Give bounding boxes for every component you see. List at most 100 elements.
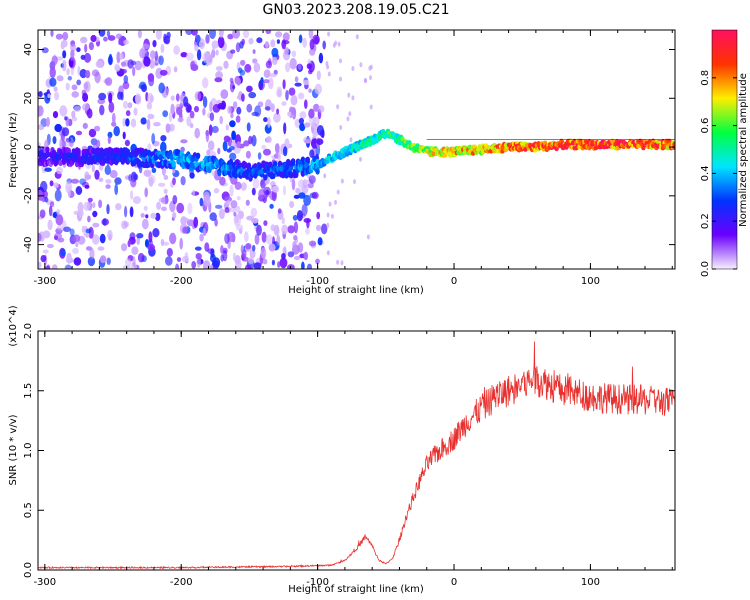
noise-cell [316,70,321,81]
snr-series-line [38,341,675,570]
noise-cell [131,246,139,255]
noise-cell [54,235,58,240]
noise-cell [261,144,267,150]
noise-cell [129,190,134,200]
noise-cell [196,49,202,61]
noise-cell [46,264,51,269]
noise-cell [283,185,286,196]
noise-cell [281,253,286,260]
noise-cell [276,234,281,246]
noise-cell [299,111,307,119]
x-tick-label: -100 [306,276,329,287]
noise-cell [251,111,259,117]
noise-cell [148,231,153,243]
noise-cell [186,104,192,113]
noise-cell [124,258,132,267]
ridge-cell [289,172,294,179]
noise-cell [180,216,187,226]
noise-cell [359,156,362,162]
noise-cell [245,264,252,269]
ridge-cell [268,161,273,168]
noise-cell [235,205,241,213]
noise-cell [62,50,67,59]
noise-cell [269,73,277,78]
colorbar-tick-label: 0.8 [700,70,711,86]
noise-cell [281,39,287,50]
noise-cell [207,248,215,254]
noise-cell [241,38,245,46]
ridge-cell [228,158,234,166]
noise-cell [173,45,180,55]
noise-cell [277,208,282,214]
noise-cell [263,220,268,226]
noise-cell [229,184,234,197]
spectrogram-ylabel: Frequency (Hz) [8,112,19,188]
noise-cell [312,132,318,138]
noise-cell [248,256,254,264]
noise-cell [230,49,236,54]
noise-cell [108,101,115,113]
noise-cell [168,111,173,123]
noise-cell [217,36,225,49]
noise-cell [41,47,49,54]
noise-cell [124,205,128,218]
noise-cell [282,79,286,90]
noise-cell [306,63,313,70]
noise-cell [172,177,176,186]
noise-cell [245,243,252,250]
noise-cell [186,219,195,227]
noise-cell [83,82,89,90]
noise-cell [90,34,97,43]
noise-cell [214,218,218,227]
noise-cell [265,234,273,245]
noise-cell [141,84,147,93]
noise-cell [109,170,118,179]
noise-cell [99,233,106,244]
noise-cell [54,123,62,133]
noise-cell [191,30,198,36]
noise-cell [199,197,204,207]
noise-cell [176,106,183,116]
noise-cell [106,204,110,215]
noise-cell [99,104,105,116]
noise-cell [296,210,303,222]
noise-cell [242,30,250,39]
noise-cell [38,261,42,269]
noise-cell [301,203,308,216]
noise-cell [252,58,258,64]
noise-cell [298,34,303,44]
noise-cell [227,105,232,115]
noise-cell [257,101,264,108]
noise-cell [256,37,263,44]
ridge-cell [290,159,296,167]
noise-cell [211,40,219,49]
spectrogram-xlabel: Height of straight line (km) [288,285,424,296]
ridge-cell [636,143,641,149]
noise-cell [114,183,119,196]
noise-cell [49,180,54,187]
noise-cell [185,52,194,61]
noise-cell [303,251,308,261]
noise-cell [191,261,197,269]
noise-cell [132,66,136,77]
noise-cell [257,152,262,160]
noise-cell [248,91,257,99]
noise-cell [152,40,157,48]
ridge-cell [312,155,317,162]
noise-cell [230,200,238,209]
noise-cell [91,69,100,77]
y-tick-label: 20 [23,92,34,105]
noise-cell [136,236,140,246]
noise-cell [229,120,236,128]
noise-cell [121,220,128,230]
noise-cell [318,105,325,113]
x-tick-label: -300 [33,276,56,287]
noise-cell [185,30,193,36]
noise-cell [308,240,317,247]
noise-cell [172,195,178,205]
noise-cell [82,92,89,103]
noise-cell [128,174,132,182]
noise-cell [336,259,340,265]
noise-cell [163,188,168,195]
noise-cell [94,169,100,180]
